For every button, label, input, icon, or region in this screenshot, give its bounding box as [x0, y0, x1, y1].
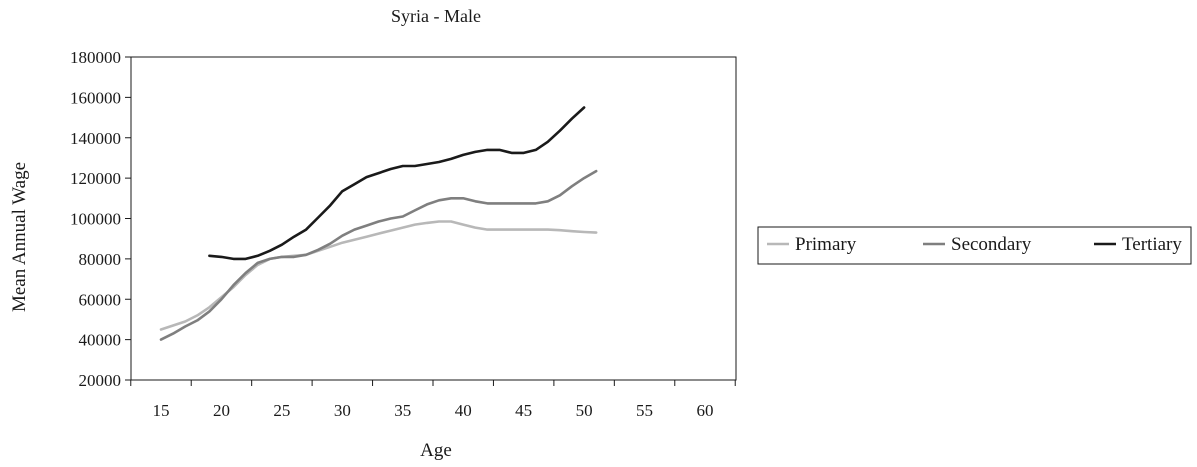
y-tick-label: 40000 — [79, 331, 122, 350]
legend: Primary Secondary Tertiary — [767, 234, 1182, 255]
x-tick-label: 30 — [334, 401, 351, 420]
x-tick-label: 20 — [213, 401, 230, 420]
x-tick-label: 25 — [273, 401, 290, 420]
x-tick-label: 45 — [515, 401, 532, 420]
legend-box — [757, 226, 1192, 265]
x-tick-label: 40 — [455, 401, 472, 420]
x-tick-label: 50 — [576, 401, 593, 420]
y-tick-label: 120000 — [70, 169, 121, 188]
y-axis-title: Mean Annual Wage — [9, 162, 30, 312]
legend-label-tertiary: Tertiary — [1122, 234, 1182, 255]
y-tick-label: 180000 — [70, 48, 121, 67]
x-tick-label: 60 — [697, 401, 714, 420]
y-tick-label: 160000 — [70, 88, 121, 107]
series-lines — [159, 106, 598, 341]
x-tick-label: 55 — [636, 401, 653, 420]
x-tick-label: 15 — [153, 401, 170, 420]
legend-label-primary: Primary — [795, 234, 857, 255]
series-line-primary — [159, 220, 598, 331]
x-axis: 15 20 25 30 35 40 45 50 55 60 — [130, 380, 736, 420]
y-tick-label: 80000 — [79, 250, 122, 269]
chart-title: Syria - Male — [391, 6, 481, 26]
y-axis: 20000 40000 60000 80000 100000 120000 140000 16… — [70, 48, 131, 390]
series-line-secondary — [159, 169, 598, 341]
y-tick-label: 100000 — [70, 210, 121, 229]
series-line-tertiary — [208, 106, 586, 261]
y-tick-label: 140000 — [70, 129, 121, 148]
x-axis-title: Age — [420, 440, 452, 461]
plot-frame — [130, 56, 737, 381]
legend-label-secondary: Secondary — [951, 234, 1032, 255]
x-tick-label: 35 — [394, 401, 411, 420]
y-tick-label: 20000 — [79, 371, 122, 390]
y-tick-label: 60000 — [79, 290, 122, 309]
